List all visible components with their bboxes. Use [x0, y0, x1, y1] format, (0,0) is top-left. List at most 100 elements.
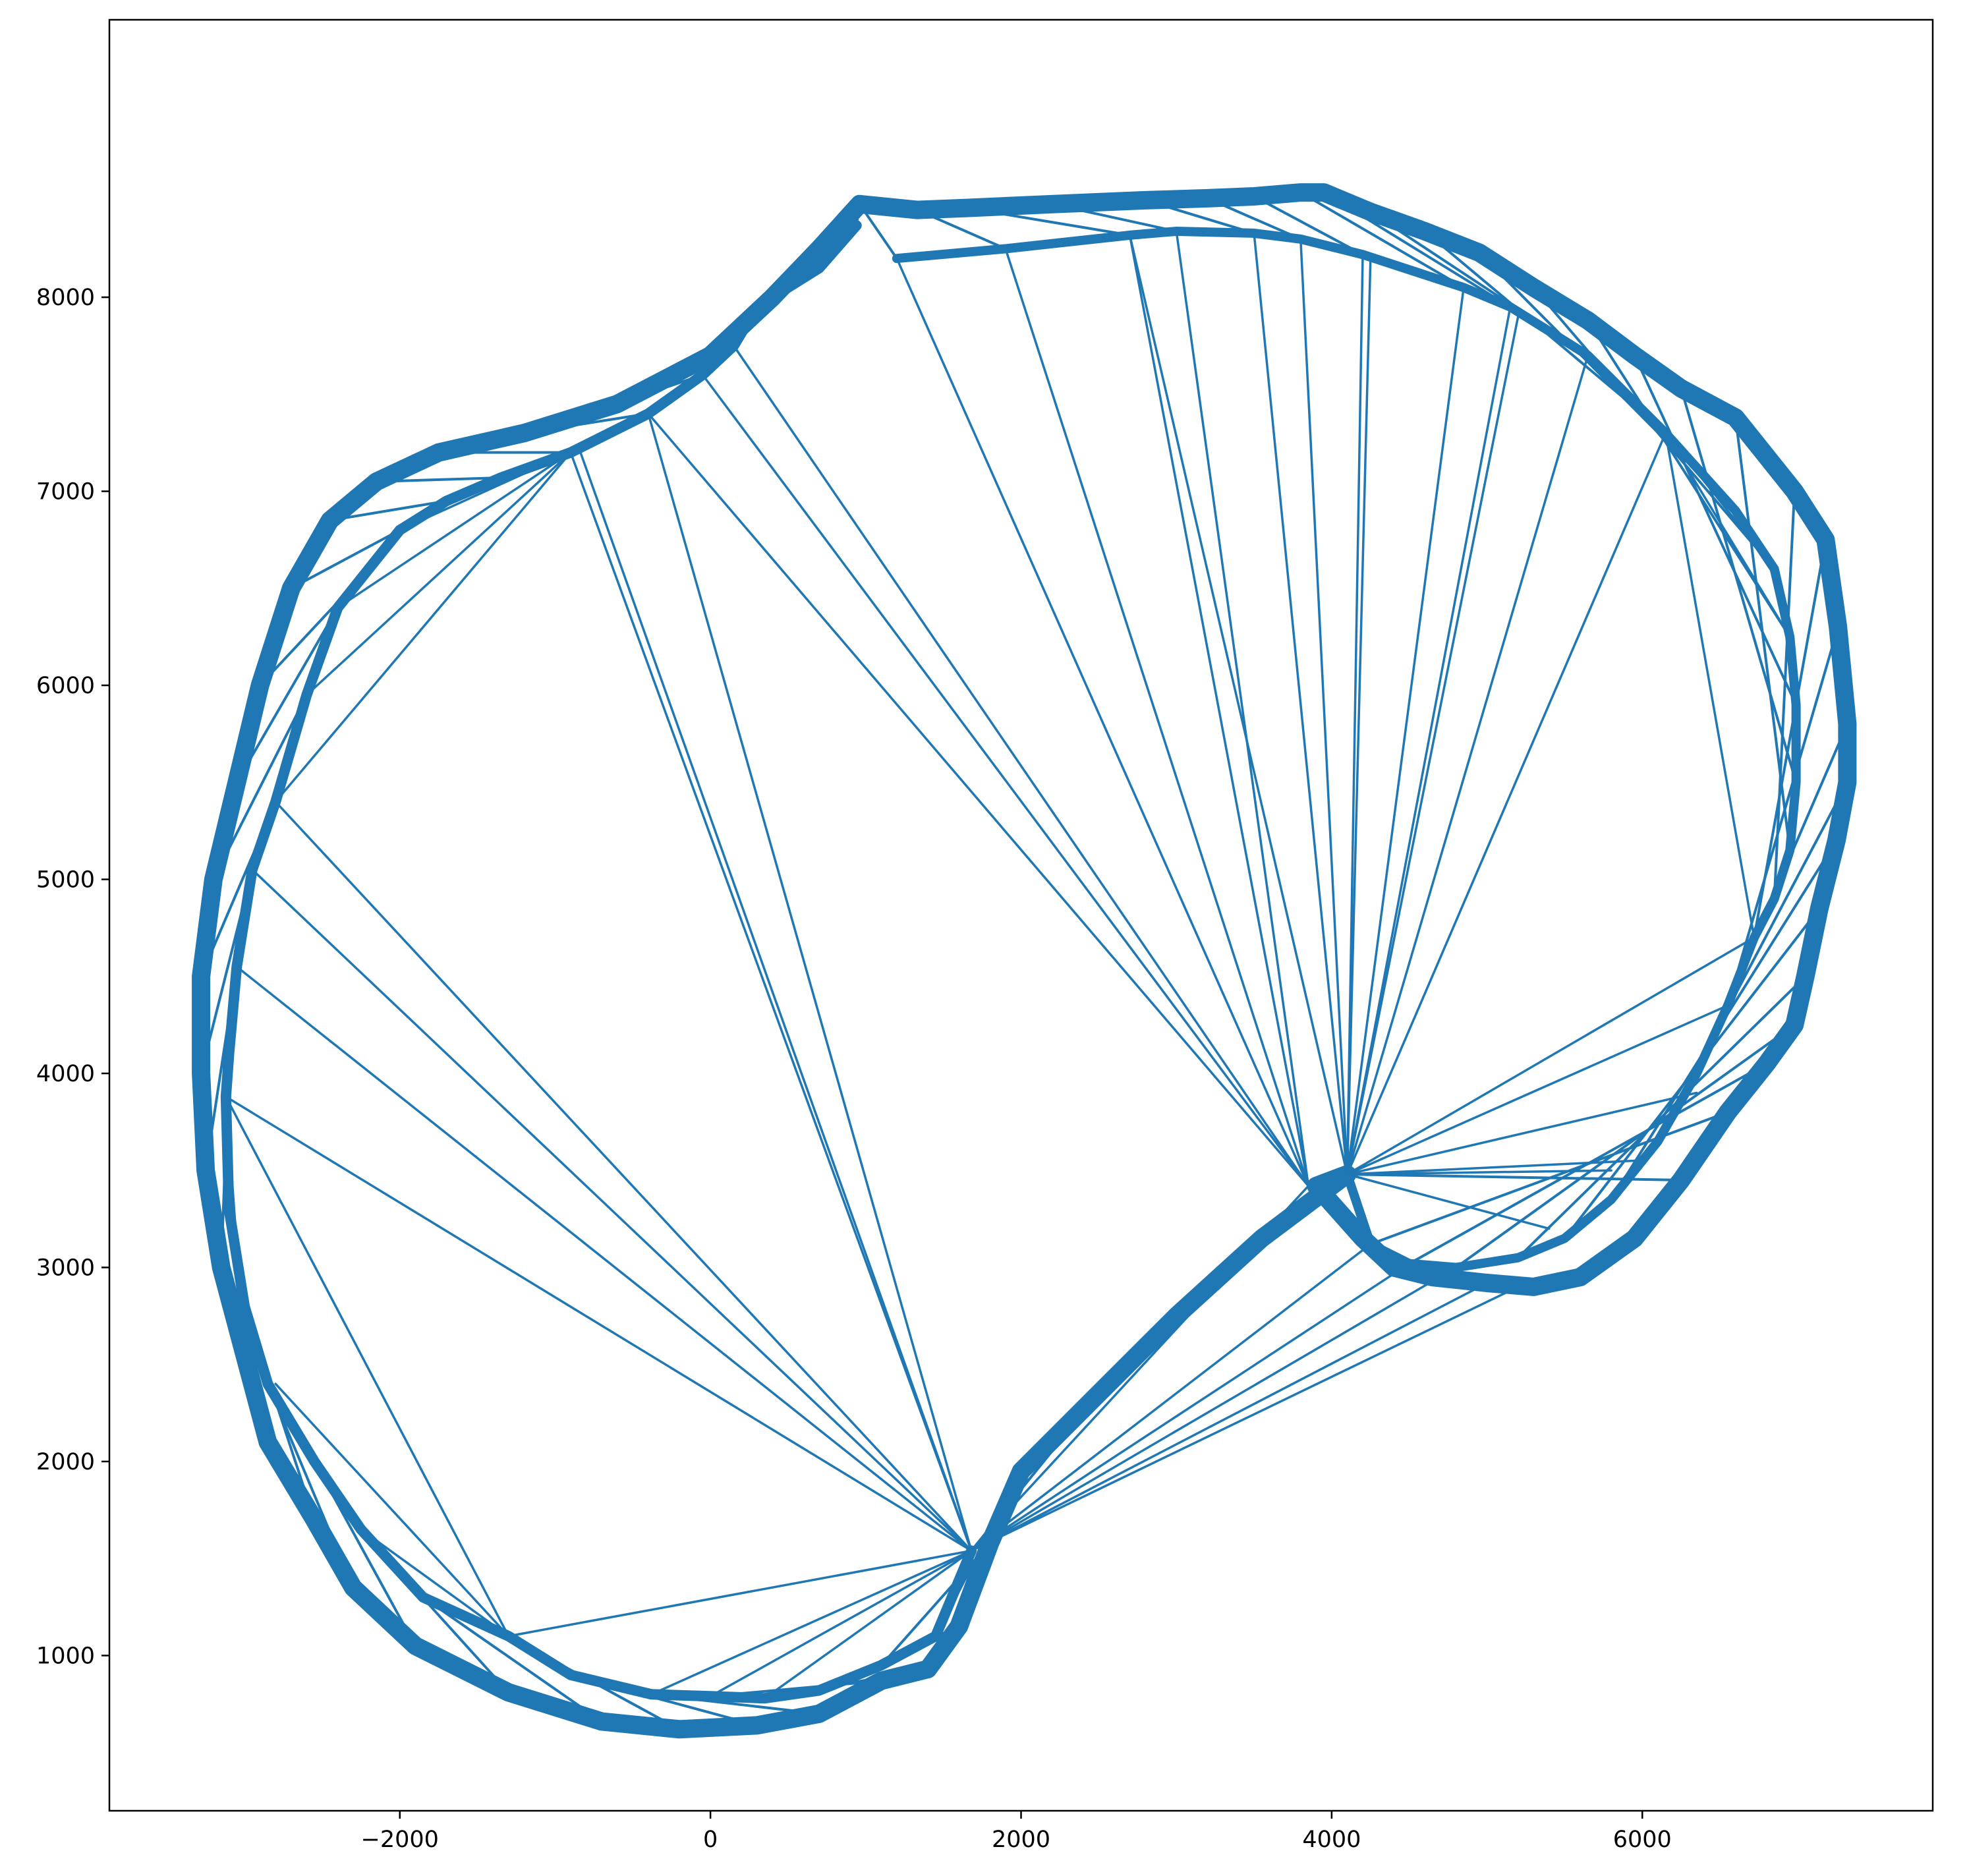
mesh-edge [1207, 197, 1301, 241]
fan-edge [970, 1185, 1310, 1552]
fan-edge [274, 1382, 510, 1637]
mesh-edge [329, 499, 447, 522]
mesh-edge [507, 1635, 680, 1731]
fan-edge [251, 868, 973, 1552]
fan-edge [569, 451, 973, 1552]
mesh-edge [204, 966, 239, 1171]
fan-edge [647, 412, 1310, 1187]
mesh-edge [1455, 1023, 1796, 1269]
y-axis: 1000 2000 3000 4000 5000 6000 7000 8000 [36, 285, 109, 1669]
fan-edge [701, 374, 1310, 1187]
fan-edge [225, 1095, 510, 1637]
fan-edge [1346, 315, 1520, 1176]
mesh-edge [200, 801, 277, 977]
fan-edge [577, 445, 973, 1552]
mesh-edge [1323, 191, 1511, 308]
fan-edge [1175, 230, 1310, 1187]
fan-edge [274, 800, 973, 1552]
mesh-edge [376, 476, 501, 483]
fan-edge [970, 1282, 1489, 1552]
fan-edge [1128, 234, 1310, 1187]
y-tick-label: 8000 [36, 285, 95, 311]
fan-edge [1346, 253, 1364, 1176]
mesh-edge [858, 203, 898, 260]
fan-edge [507, 1549, 973, 1637]
mesh-edge [422, 1596, 603, 1723]
mesh-edge [523, 412, 649, 435]
mesh-edge [1369, 210, 1589, 357]
mesh-edge [200, 869, 254, 1074]
mesh-edge [219, 1054, 231, 1268]
fan-edge [305, 451, 572, 696]
fan-edge [274, 451, 572, 803]
mesh-edge [1563, 907, 1821, 1239]
fan-edge [360, 1528, 510, 1637]
mesh-edge [1347, 1173, 1682, 1181]
x-tick-label: −2000 [361, 1827, 439, 1853]
fan-edge [763, 1549, 973, 1699]
mesh-edge [617, 373, 703, 405]
fan-edge [1346, 286, 1465, 1176]
fan-edge [1346, 306, 1512, 1176]
fan-edge [1128, 234, 1349, 1176]
fan-edge [225, 1095, 973, 1552]
mesh-edge [880, 1542, 991, 1666]
y-tick-label: 7000 [36, 479, 95, 505]
mesh-edge [966, 206, 1130, 237]
mesh-edge [227, 1208, 270, 1442]
fan-edge [235, 965, 973, 1552]
y-tick-label: 2000 [36, 1449, 95, 1475]
fan-edge [970, 1243, 1372, 1552]
mesh-edge [235, 607, 339, 783]
mesh-edge [1532, 287, 1776, 570]
fan-edge [647, 412, 973, 1552]
mesh-edge [818, 1625, 960, 1692]
y-tick-label: 1000 [36, 1643, 95, 1669]
fan-edge [1664, 432, 1755, 939]
fan-edge [896, 257, 1310, 1187]
fan-edge [1346, 354, 1589, 1176]
x-tick-label: 2000 [992, 1827, 1050, 1853]
mesh-edge [259, 567, 370, 687]
mesh-edge [1145, 198, 1255, 235]
mesh-edge [1695, 724, 1849, 1074]
mesh-edge [1610, 839, 1838, 1201]
mesh-edge [1633, 355, 1798, 706]
y-tick-label: 6000 [36, 673, 95, 699]
fan-edge [709, 1549, 973, 1698]
mesh-edge [1680, 387, 1798, 783]
fan-edge [970, 1286, 1520, 1552]
mesh-edge [1299, 191, 1465, 289]
fan-edge [1664, 432, 1791, 639]
fan-edge [732, 344, 1310, 1187]
fan-edge [1346, 257, 1372, 1176]
y-tick-label: 4000 [36, 1061, 95, 1087]
series-layer [192, 183, 1857, 1739]
fan-edge [1299, 238, 1349, 1176]
mesh-edge [1657, 782, 1849, 1142]
x-axis: −2000 0 2000 4000 6000 [361, 1811, 1672, 1853]
mesh-edge [710, 344, 735, 357]
x-tick-label: 6000 [1613, 1827, 1672, 1853]
fan-edge [1346, 1091, 1698, 1176]
mesh-edge [224, 1096, 246, 1355]
fan-edge [650, 1549, 973, 1696]
mesh-edge [916, 208, 1006, 250]
mesh-edge [243, 1305, 316, 1520]
fan-edge [1346, 936, 1755, 1176]
fan-edge [336, 451, 572, 610]
mesh-edge [651, 1693, 820, 1715]
fan-edge [1346, 1173, 1551, 1230]
fan-edge [970, 1266, 1458, 1552]
fan-edge [1004, 247, 1310, 1187]
x-tick-label: 0 [703, 1827, 718, 1853]
y-tick-label: 5000 [36, 867, 95, 894]
mesh-edge [290, 528, 401, 590]
left-ring-line [220, 220, 977, 1704]
fan-edge [1307, 1173, 1349, 1187]
mesh-edge [570, 1673, 758, 1727]
fan-edge [1346, 432, 1667, 1176]
mesh-edge [855, 204, 861, 226]
fan-edge [970, 1262, 1411, 1552]
